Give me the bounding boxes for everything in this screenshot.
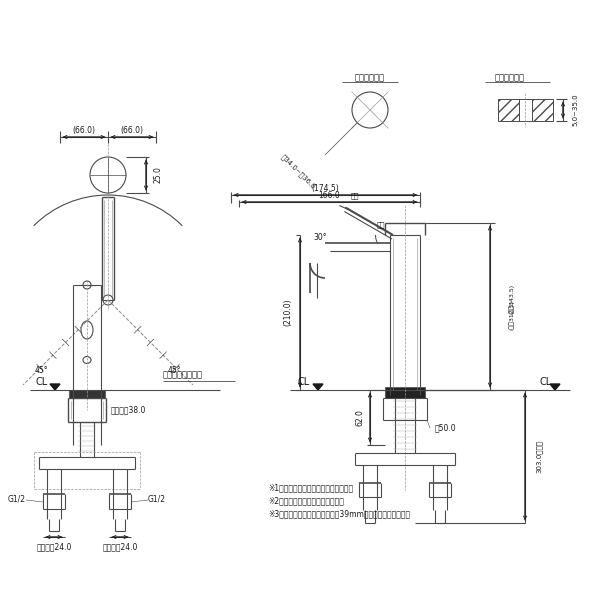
Text: ※3　ブレードホースは曲げ半径39mm以上を確保すること。: ※3 ブレードホースは曲げ半径39mm以上を確保すること。 [268,509,410,518]
Text: ※2　止水栃を必ず設置すること。: ※2 止水栃を必ず設置すること。 [268,497,344,505]
Text: 45°: 45° [34,367,48,376]
Text: CL: CL [298,377,310,387]
Polygon shape [50,384,60,390]
Text: 六觓対⍢38.0: 六觓対⍢38.0 [111,406,146,415]
Text: 天洿取付穴径: 天洿取付穴径 [355,73,385,82]
Text: 六觓対⍢24.0: 六觓対⍢24.0 [103,542,137,551]
Text: (参考343.5): (参考343.5) [509,283,515,314]
Bar [69,390,105,398]
Text: ⍢34.0~⍢36.0: ⍢34.0~⍢36.0 [280,154,317,191]
Polygon shape [313,384,323,390]
Text: 62.0: 62.0 [355,409,365,426]
Text: 天洿締付範囲: 天洿締付範囲 [495,73,525,82]
Text: 45°: 45° [168,367,182,376]
Text: 30°: 30° [314,233,327,242]
Text: 5.0~35.0: 5.0~35.0 [572,94,578,127]
Text: G1/2: G1/2 [148,494,166,503]
Text: (参考312.5): (参考312.5) [509,299,515,329]
Text: 冷水: 冷水 [350,192,359,199]
Text: 温水: 温水 [377,221,385,229]
Text: ※1　（　）内対法は参考対法である。: ※1 （ ）内対法は参考対法である。 [268,484,353,493]
Text: (66.0): (66.0) [73,127,95,136]
Bar [498,99,519,121]
Text: ⍢50.0: ⍢50.0 [435,424,457,433]
Polygon shape [550,384,560,390]
Text: (66.0): (66.0) [121,127,143,136]
Text: CL: CL [35,377,47,387]
Text: (210.0): (210.0) [284,299,293,326]
Text: 六觓対⍢24.0: 六觓対⍢24.0 [37,542,71,551]
Text: 25.0: 25.0 [154,167,163,184]
Text: 303.0　参考: 303.0 参考 [536,440,542,473]
Text: (174.5): (174.5) [311,184,340,193]
Text: CL: CL [540,377,552,387]
Bar [385,387,425,398]
Text: G1/2: G1/2 [8,494,26,503]
Text: ハンドル回転角度: ハンドル回転角度 [163,371,203,380]
Text: 166.0: 166.0 [319,191,340,199]
Bar [519,99,532,121]
Bar [532,99,553,121]
